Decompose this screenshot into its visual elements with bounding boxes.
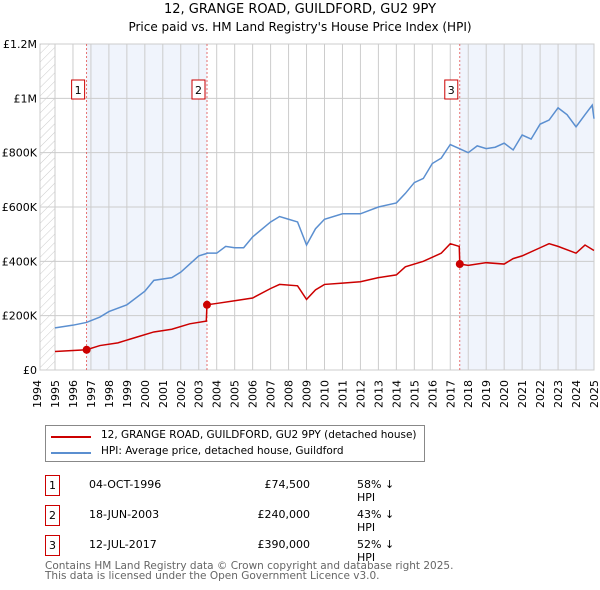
- sale-hpi-diff: 58% ↓ HPI: [357, 478, 395, 504]
- plot-border: [39, 43, 595, 371]
- sale-marker-box: [71, 79, 86, 100]
- x-tick-label: 2001: [157, 380, 170, 408]
- y-tick-label: £1M: [14, 92, 38, 105]
- y-tick-label: £0: [23, 364, 37, 377]
- x-tick-label: 2013: [372, 380, 385, 408]
- x-tick-label: 2010: [319, 380, 332, 408]
- sale-date: 12-JUL-2017: [89, 538, 157, 551]
- sale-marker-number: 2: [195, 84, 202, 97]
- x-tick-label: 2011: [336, 380, 349, 408]
- x-tick-label: 2009: [301, 380, 314, 408]
- x-tick-label: 2019: [480, 380, 493, 408]
- x-tick-label: 2015: [408, 380, 421, 408]
- x-tick-label: 2012: [354, 380, 367, 408]
- x-tick-label: 2014: [390, 380, 403, 408]
- sale-point: [455, 260, 464, 269]
- sale-number: 2: [45, 505, 60, 526]
- sale-hpi-diff: 52% ↓ HPI: [357, 538, 395, 564]
- x-tick-label: 1997: [85, 380, 98, 408]
- x-tick-label: 1999: [121, 380, 134, 408]
- sale-marker-number: 3: [448, 84, 455, 97]
- sale-price: £240,000: [257, 508, 311, 521]
- x-tick-label: 2016: [426, 380, 439, 408]
- y-tick-label: £1.2M: [3, 38, 37, 51]
- sale-point: [82, 345, 91, 354]
- sale-row: 3 12-JUL-2017 £390,000 52% ↓ HPI: [45, 535, 405, 564]
- x-tick-label: 2007: [265, 380, 278, 408]
- legend-swatch-hpi: [51, 452, 91, 454]
- legend-label-property: 12, GRANGE ROAD, GUILDFORD, GU2 9PY (det…: [101, 429, 417, 441]
- y-tick-label: £200K: [2, 310, 38, 323]
- y-tick-label: £600K: [2, 201, 38, 214]
- x-tick-label: 2025: [588, 380, 600, 408]
- sale-date: 04-OCT-1996: [89, 478, 162, 491]
- chart-title: 12, GRANGE ROAD, GUILDFORD, GU2 9PY: [163, 2, 437, 17]
- footer: Contains HM Land Registry data © Crown c…: [45, 560, 454, 582]
- sale-marker-box: [444, 79, 459, 100]
- hpi-line: [54, 103, 595, 329]
- sale-row: 2 18-JUN-2003 £240,000 43% ↓ HPI: [45, 505, 405, 534]
- sale-marker-number: 1: [75, 84, 82, 97]
- x-tick-label: 2021: [516, 380, 529, 408]
- sale-marker-box: [191, 79, 206, 100]
- x-tick-label: 1994: [31, 380, 44, 408]
- footer-line-2: This data is licensed under the Open Gov…: [45, 570, 380, 582]
- x-tick-label: 2020: [498, 380, 511, 408]
- x-tick-label: 2018: [462, 380, 475, 408]
- x-tick-label: 2004: [211, 380, 224, 408]
- y-tick-label: £400K: [2, 255, 38, 268]
- x-tick-label: 2024: [570, 380, 583, 408]
- chart-svg: 1994 1995 1996 1997 1998 1999 2000 2001 2002 2003…: [2, 38, 600, 408]
- sale-price: £74,500: [264, 478, 311, 491]
- x-tick-label: 2005: [229, 380, 242, 408]
- x-tick-label: 2002: [175, 380, 188, 408]
- price-paid-line: [54, 242, 595, 353]
- x-tick-label: 2008: [283, 380, 296, 408]
- x-tick-label: 1995: [49, 380, 62, 408]
- sale-price: £390,000: [257, 538, 311, 551]
- sale-hpi-diff: 43% ↓ HPI: [357, 508, 395, 534]
- legend-label-hpi: HPI: Average price, detached house, Guil…: [101, 445, 344, 457]
- sale-date: 18-JUN-2003: [89, 508, 160, 521]
- x-tick-label: 1996: [67, 380, 80, 408]
- legend: 12, GRANGE ROAD, GUILDFORD, GU2 9PY (det…: [45, 425, 425, 462]
- x-tick-label: 2003: [193, 380, 206, 408]
- sale-number: 3: [45, 535, 60, 556]
- footer-line-1: Contains HM Land Registry data © Crown c…: [45, 560, 454, 572]
- x-tick-label: 2006: [247, 380, 260, 408]
- sale-point: [202, 300, 211, 309]
- sale-row: 1 04-OCT-1996 £74,500 58% ↓ HPI: [45, 475, 405, 504]
- x-tick-label: 2023: [552, 380, 565, 408]
- y-tick-label: £800K: [2, 147, 38, 160]
- x-tick-label: 2022: [534, 380, 547, 408]
- legend-swatch-property: [51, 436, 91, 438]
- chart-subtitle: Price paid vs. HM Land Registry's House …: [128, 20, 472, 34]
- x-tick-label: 1998: [103, 380, 116, 408]
- x-tick-label: 2000: [139, 380, 152, 408]
- sale-number: 1: [45, 475, 60, 496]
- x-tick-label: 2017: [444, 380, 457, 408]
